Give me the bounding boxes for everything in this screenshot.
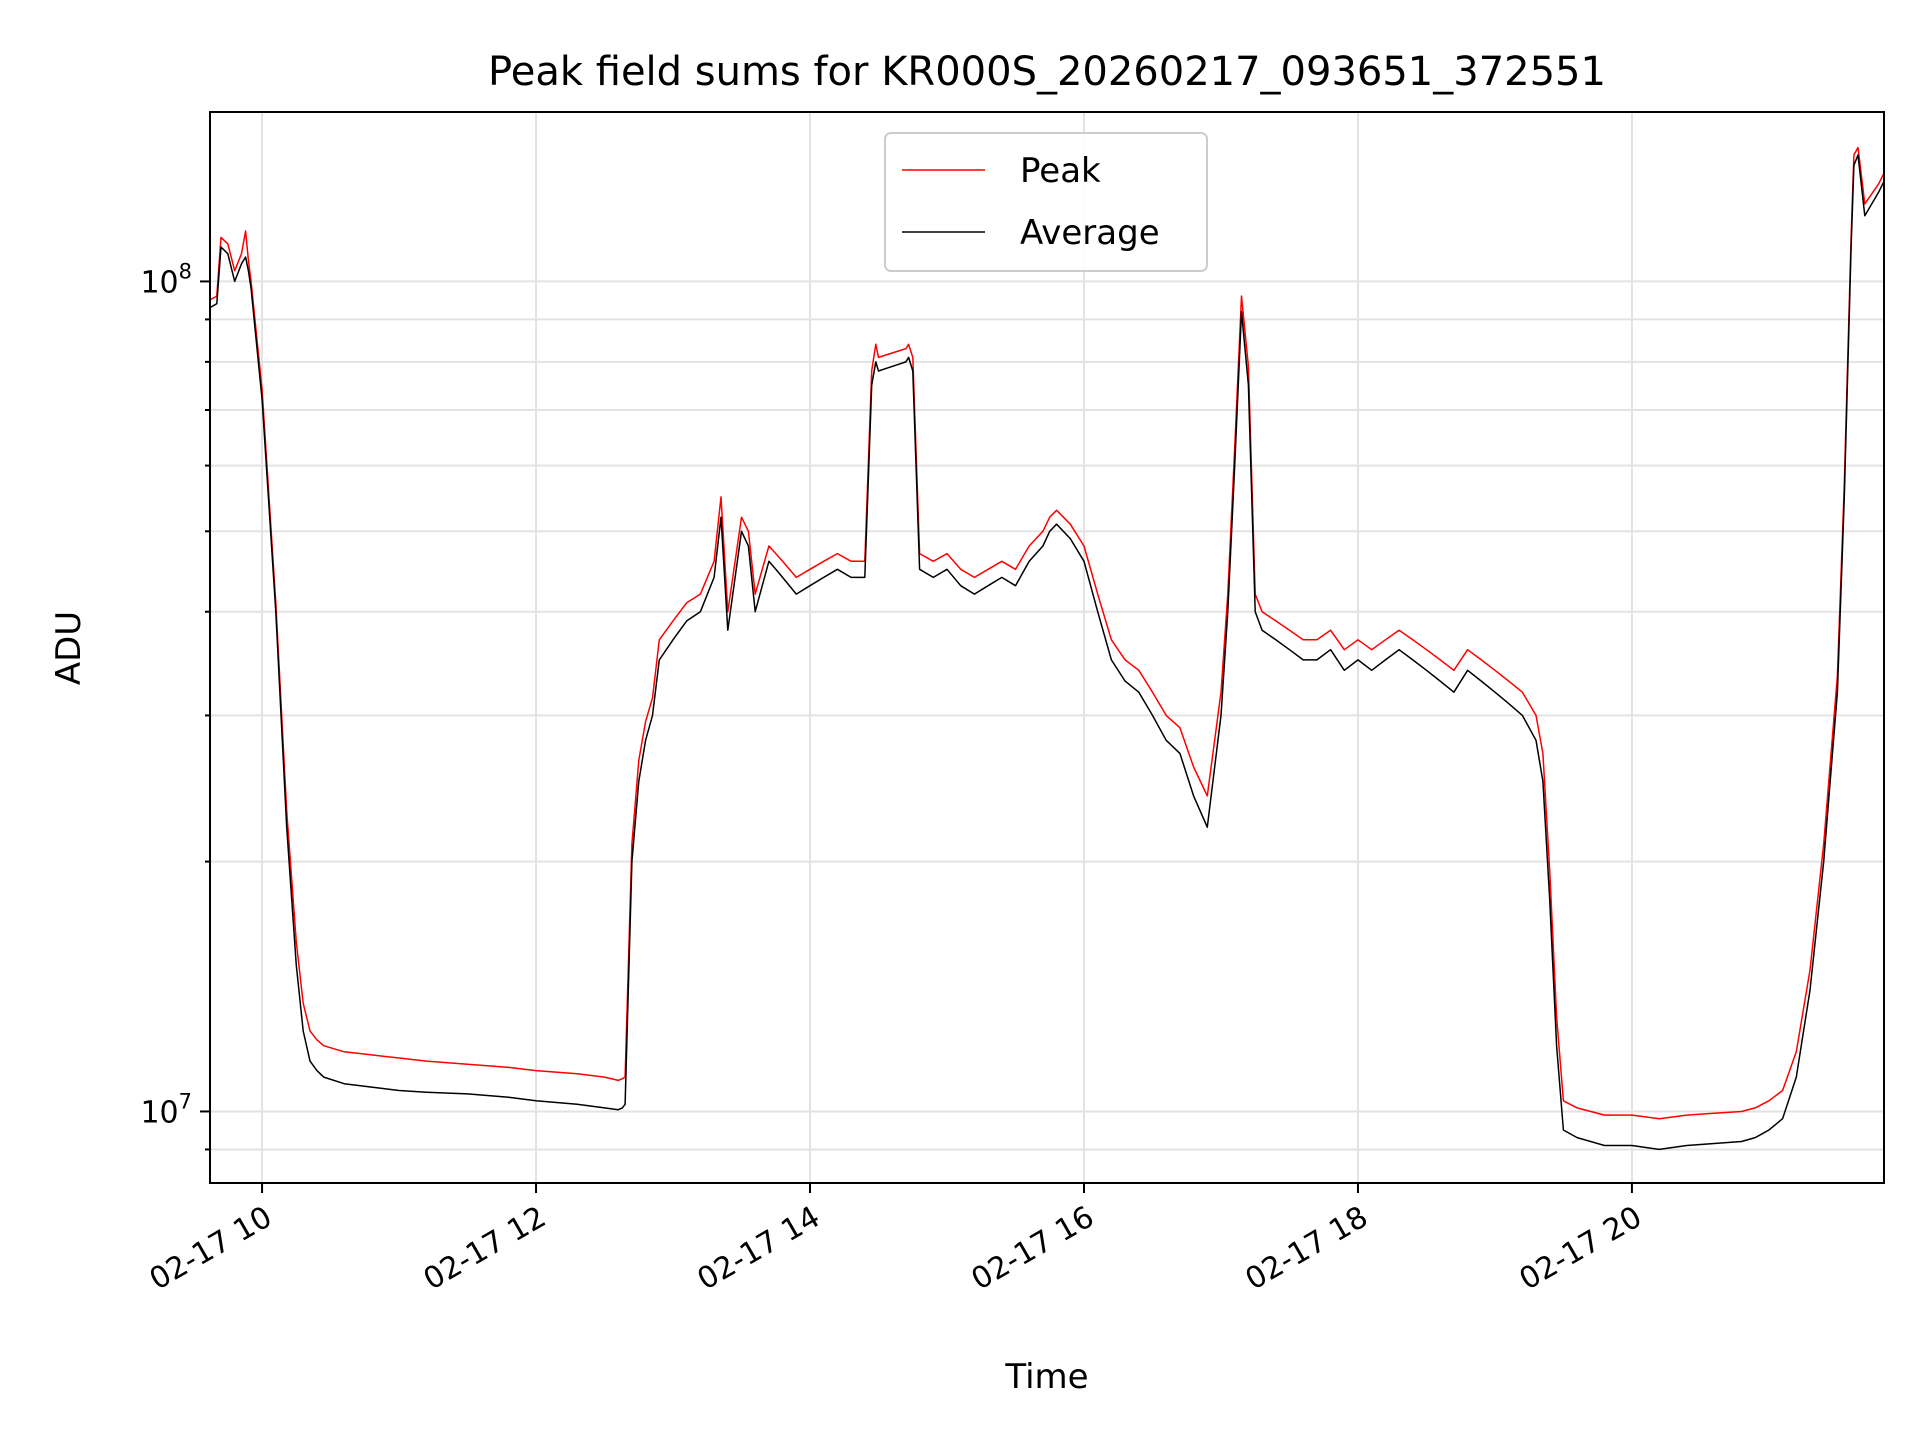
legend: Peak Average (884, 132, 1208, 272)
chart-title: Peak field sums for KR000S_20260217_0936… (488, 49, 1606, 95)
y-tick-label-base: 10 (140, 1095, 178, 1130)
grid (210, 112, 1884, 1183)
y-tick-label: 108 (140, 259, 192, 300)
legend-box (884, 132, 1208, 272)
y-tick-label-exponent: 8 (179, 259, 192, 283)
y-tick-label-base: 10 (140, 265, 178, 300)
series-line-peak (209, 146, 1885, 1120)
y-axis-label: ADU (49, 611, 89, 685)
legend-label-average: Average (1020, 213, 1160, 253)
x-axis-label: Time (1004, 1357, 1088, 1397)
legend-label-peak: Peak (1020, 151, 1101, 191)
y-tick-label: 107 (140, 1089, 192, 1130)
y-tick-label-exponent: 7 (179, 1089, 192, 1113)
series-layer (209, 146, 1885, 1151)
series-line-average (209, 154, 1885, 1151)
plot-frame (209, 111, 1885, 1184)
